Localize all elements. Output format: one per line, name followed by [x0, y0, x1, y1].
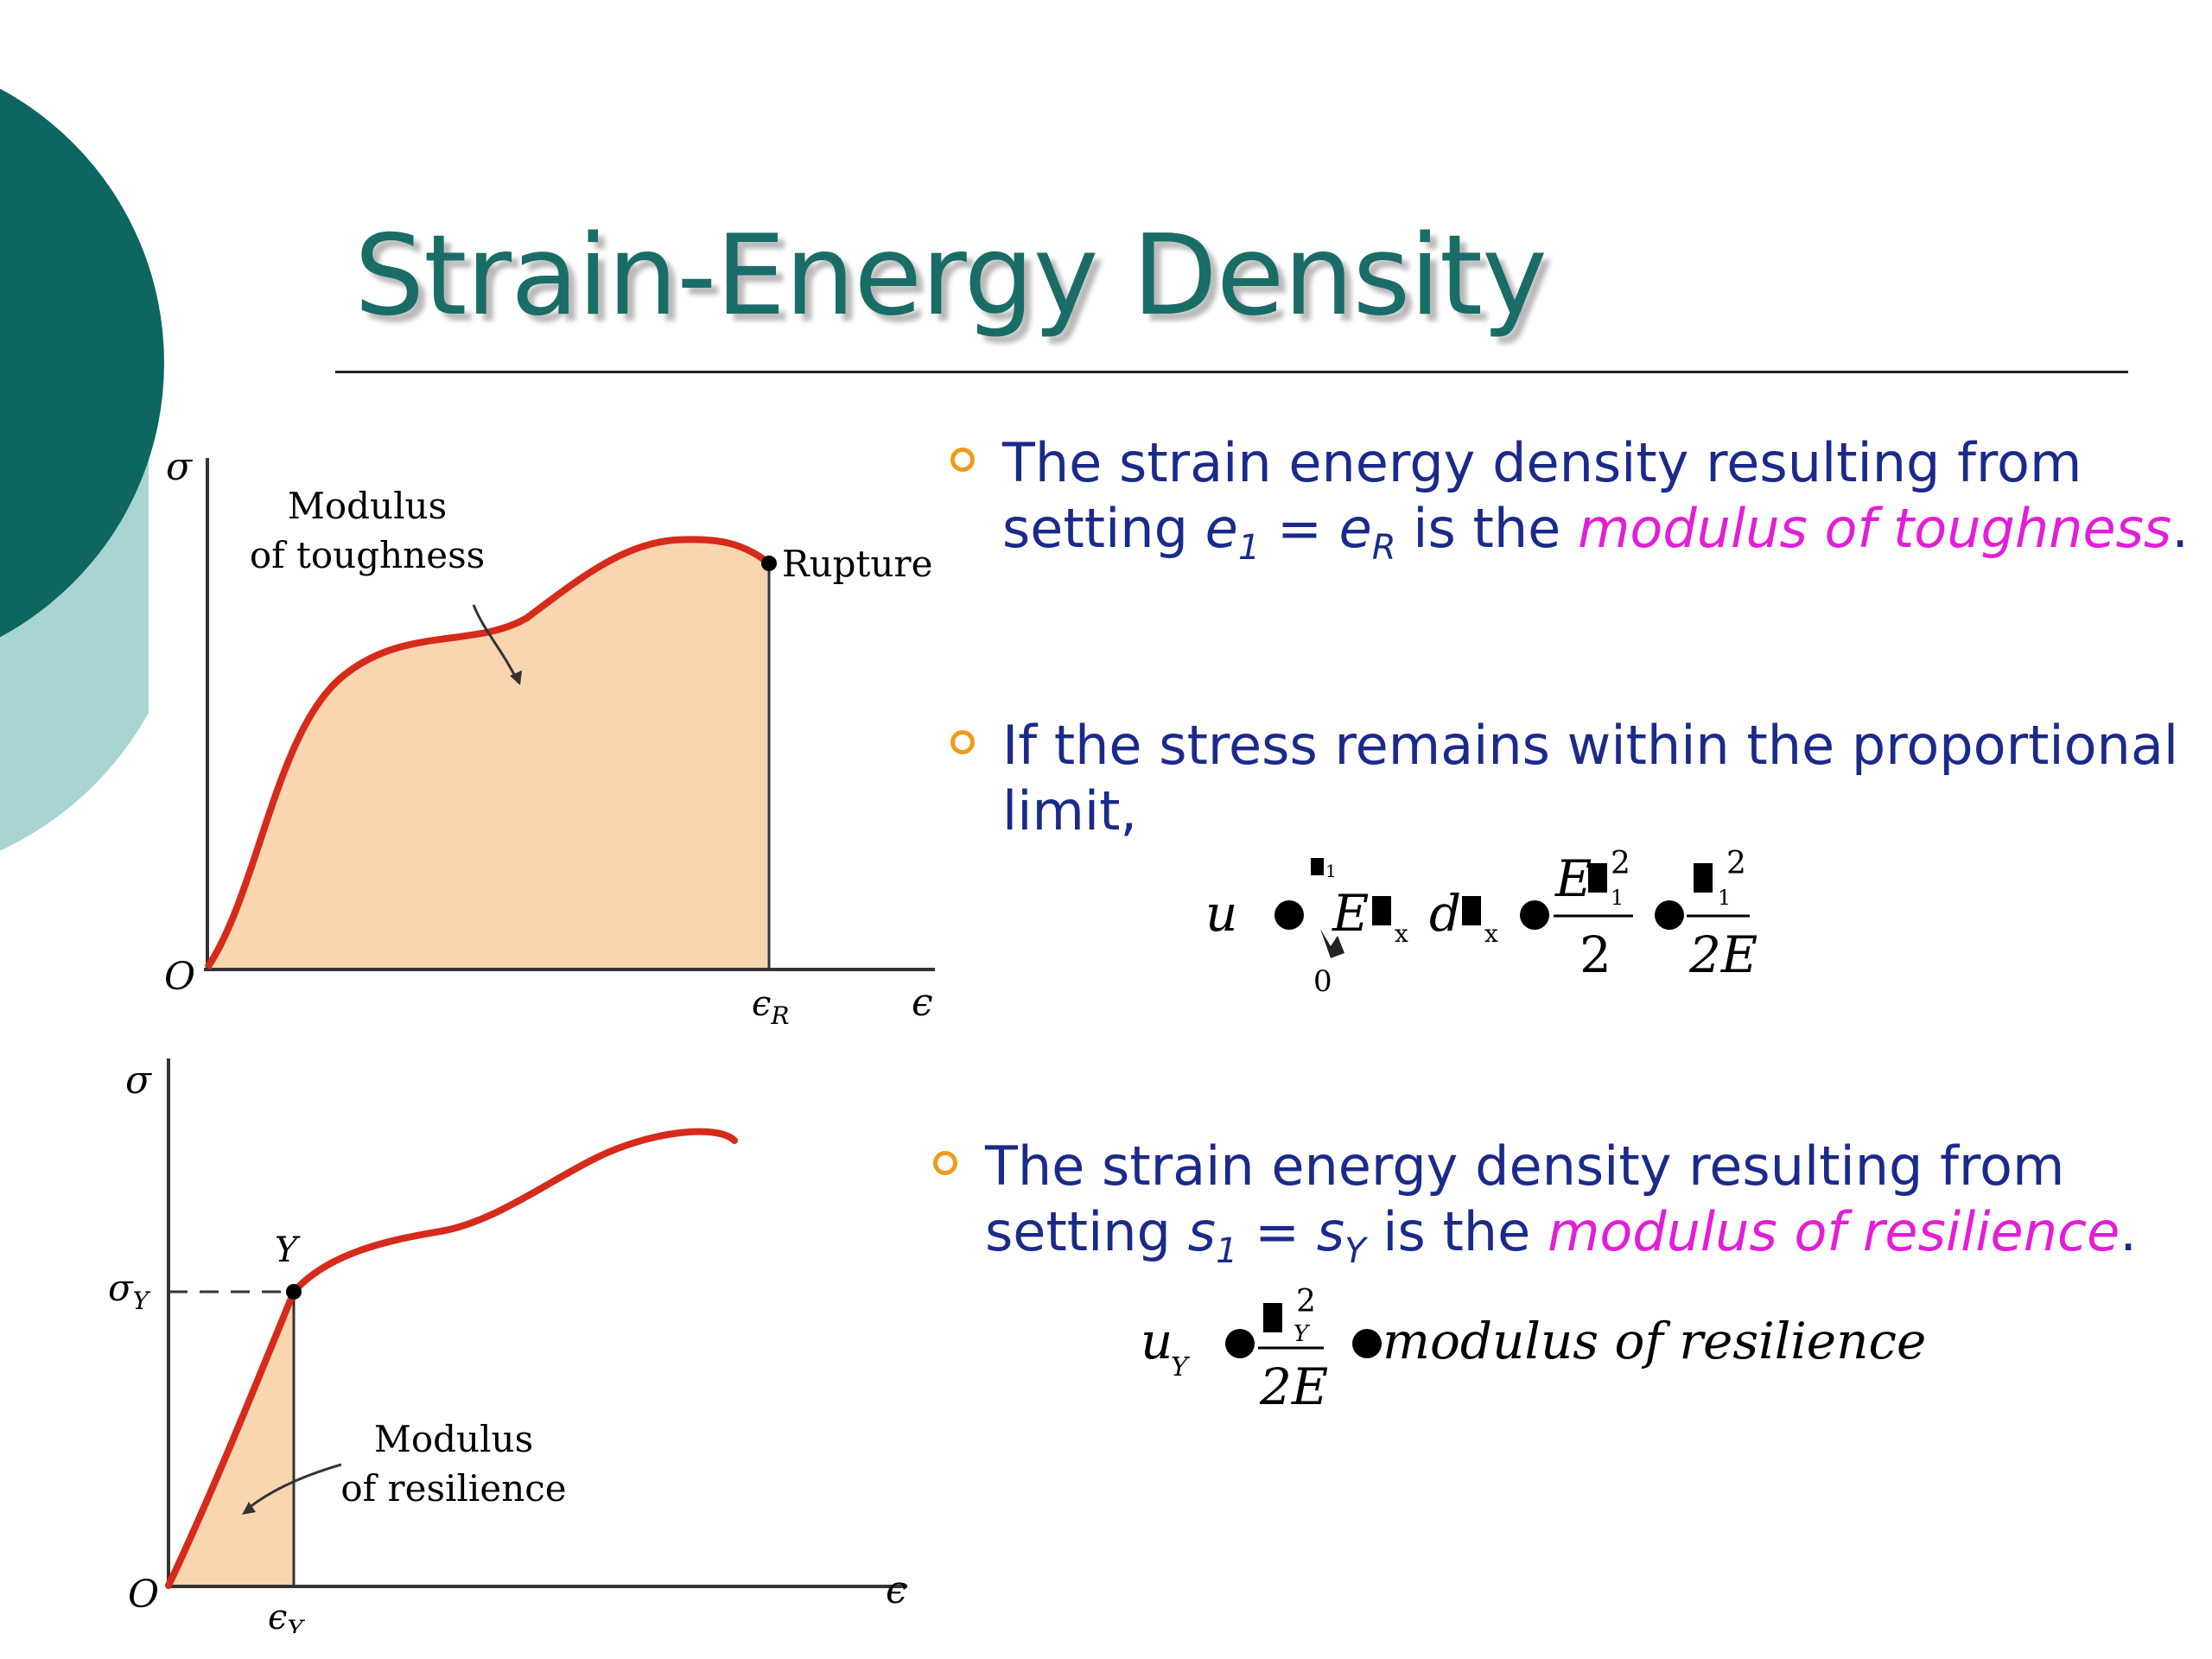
bullet-line-1: If the stress remains within the proport…: [1002, 714, 2179, 777]
slide-title: Strain-Energy Density: [354, 212, 1548, 340]
decorative-circles: [0, 88, 259, 864]
resilience-arrowhead: [242, 1502, 256, 1515]
eq2-rhs: modulus of resilience: [1382, 1312, 1926, 1370]
svg-text:2: 2: [1611, 846, 1630, 881]
symbol-e: e: [1205, 497, 1238, 560]
bullet-marker: [933, 1151, 957, 1175]
highlight-modulus-of-resilience: modulus of resilience: [1547, 1200, 2120, 1263]
bullet-line-2: setting e1 = eR is the modulus of toughn…: [1002, 497, 2189, 568]
annotation-modulus: Modulus: [374, 1418, 533, 1460]
missing-glyph-icon: [1588, 863, 1607, 893]
eq1-lhs: u: [1205, 884, 1237, 943]
stress-strain-curve: [204, 536, 772, 970]
svg-text:2: 2: [1296, 1284, 1316, 1319]
svg-text:2: 2: [1726, 846, 1746, 881]
svg-text:1: 1: [1611, 886, 1624, 910]
y-axis-label: σ: [166, 445, 194, 489]
y-axis-label: σ: [125, 1058, 153, 1103]
missing-glyph-icon: [1263, 1303, 1282, 1332]
symbol-s: s: [1187, 1200, 1216, 1263]
equation-strain-energy: u 1 0 E x d x E 2 1 2 2 1 2E: [1205, 846, 1758, 999]
equation-modulus-of-resilience: u Y 2 Y 2E modulus of resilience: [1141, 1284, 1926, 1416]
eq2-bullet-symbol: [1225, 1329, 1255, 1358]
toughness-shaded-area: [207, 539, 769, 968]
x-axis-label: ϵ: [912, 981, 933, 1025]
annotation-modulus: Modulus: [288, 485, 447, 527]
svg-text:x: x: [1484, 919, 1498, 948]
dark-teal-circle: [0, 88, 164, 638]
bullet-proportional-limit: If the stress remains within the proport…: [950, 713, 2195, 844]
toughness-arrow: [472, 604, 520, 683]
bullet-line-1: The strain energy density resulting from: [985, 1135, 2065, 1198]
missing-glyph-icon: [1372, 896, 1391, 925]
svg-text:1: 1: [1718, 886, 1731, 910]
svg-text:E: E: [1554, 849, 1592, 908]
bullet-resilience: The strain energy density resulting from…: [933, 1134, 2195, 1284]
eq1-lower-limit: 0: [1313, 964, 1332, 999]
eq1-bullet-symbol: [1274, 900, 1304, 930]
bullet-marker: [950, 730, 975, 754]
svg-text:1: 1: [1325, 861, 1337, 881]
x-axis-label: ϵ: [886, 1568, 907, 1612]
symbol-s-y: s: [1316, 1200, 1345, 1263]
origin-label: O: [128, 1573, 159, 1617]
bullet-line-2: limit,: [1002, 779, 1138, 842]
svg-text:d: d: [1429, 884, 1461, 943]
annotation-rupture: Rupture: [782, 543, 932, 585]
x-tick-eps-y: ϵY: [268, 1598, 305, 1633]
svg-text:2: 2: [1580, 925, 1611, 984]
missing-glyph-icon: [1462, 896, 1481, 925]
svg-text:2E: 2E: [1688, 925, 1758, 984]
svg-text:E: E: [1332, 884, 1369, 943]
resilience-shaded-area: [168, 1292, 294, 1586]
highlight-modulus-of-toughness: modulus of toughness: [1578, 497, 2172, 560]
resilience-chart: σ ϵ O σY ϵY Y Modulus of resilience: [108, 1058, 907, 1633]
svg-text:Y: Y: [1294, 1321, 1311, 1347]
missing-glyph-icon: [1694, 863, 1713, 893]
symbol-e-r: e: [1338, 497, 1372, 560]
svg-text:x: x: [1395, 919, 1408, 948]
eq1-bullet-symbol-3: [1655, 900, 1684, 930]
resilience-arrow: [248, 1463, 342, 1510]
white-chart-backdrop: [149, 415, 259, 864]
toughness-arrowhead: [510, 671, 522, 685]
x-tick-eps-r: ϵR: [752, 984, 790, 1028]
bullet-toughness: The strain energy density resulting from…: [950, 430, 2195, 581]
rupture-point: [761, 556, 777, 571]
origin-label: O: [164, 955, 195, 999]
svg-text:Y: Y: [1171, 1352, 1191, 1382]
y-tick-sigma-y: σY: [108, 1267, 151, 1315]
eq2-bullet-symbol-2: [1352, 1329, 1382, 1358]
integral-glyph-icon: [1320, 929, 1344, 958]
annotation-of-toughness: of toughness: [250, 534, 485, 576]
svg-text:2E: 2E: [1259, 1357, 1328, 1416]
yield-point: [286, 1284, 302, 1300]
point-label-y: Y: [275, 1230, 301, 1270]
toughness-chart: σ ϵ O ϵR Modulus of toughness Rupture: [164, 445, 935, 1028]
missing-glyph-icon: [1311, 858, 1324, 875]
eq2-lhs: u: [1141, 1312, 1173, 1370]
title-divider: [335, 371, 2128, 373]
bullet-line-1: The strain energy density resulting from: [1002, 431, 2082, 494]
bullet-marker: [950, 448, 975, 472]
bullet-line-2: setting s1 = sY is the modulus of resili…: [985, 1200, 2137, 1271]
annotation-of-resilience: of resilience: [340, 1467, 566, 1510]
eq1-bullet-symbol-2: [1520, 900, 1549, 930]
stress-strain-curve: [165, 1128, 738, 1589]
